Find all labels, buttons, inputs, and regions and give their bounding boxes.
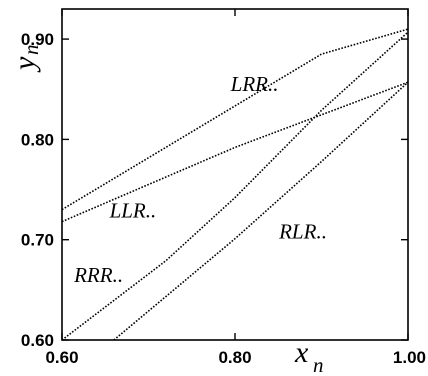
y-axis-label-subscript: n (19, 45, 43, 56)
annotation-1: LRR.. (230, 72, 279, 96)
x-axis-label-subscript: n (313, 353, 324, 376)
y-tick-label-3: 0.80 (21, 130, 54, 149)
annotation-layer: LRR.. LLR.. RRR.. RLR.. (73, 72, 327, 287)
series-line-3 (61, 31, 409, 341)
x-tick-label-2: 0.80 (218, 348, 251, 367)
annotation-2: LLR.. (109, 199, 157, 223)
x-tick-label-1: 0.60 (45, 348, 78, 367)
x-axis-label: x (294, 336, 309, 369)
x-tick-label-3: 1.00 (393, 348, 426, 367)
ticks-layer: 0.60 0.80 1.00 0.60 0.70 0.80 0.90 (21, 9, 426, 367)
y-tick-label-2: 0.70 (21, 231, 54, 250)
annotation-4: RLR.. (278, 220, 327, 244)
annotation-3: RRR.. (73, 263, 123, 287)
y-tick-label-4: 0.90 (21, 30, 54, 49)
y-tick-label-1: 0.60 (21, 331, 54, 350)
y-axis-label: y (8, 56, 41, 73)
series-line-4 (113, 81, 409, 341)
y-axis-label-group: y n (8, 45, 43, 74)
series-line-1 (61, 28, 409, 211)
plot-frame (61, 8, 409, 341)
series-line-2 (61, 81, 409, 223)
series-layer (61, 28, 409, 341)
